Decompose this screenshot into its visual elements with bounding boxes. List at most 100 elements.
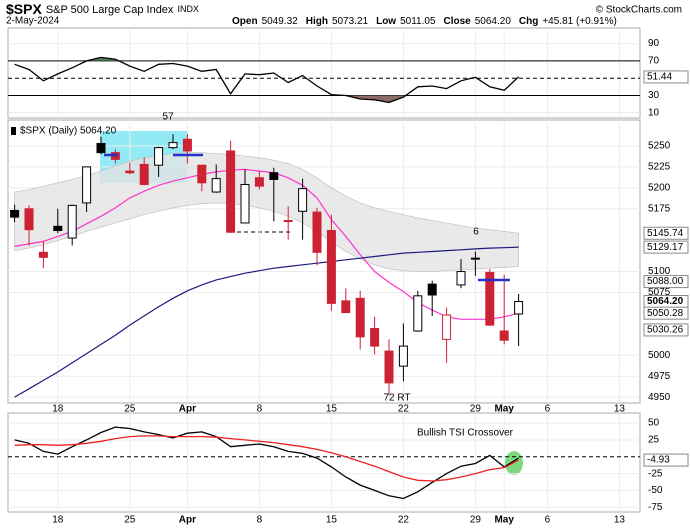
candle-body bbox=[298, 188, 308, 212]
quote-label: Open bbox=[232, 16, 258, 27]
quote: Open 5049.32 High 5073.21 Low 5011.05 Close 506… bbox=[232, 16, 617, 27]
candle-body bbox=[398, 345, 408, 367]
candle-body bbox=[341, 300, 351, 314]
candle-body bbox=[182, 138, 192, 152]
quote-value: 5011.05 bbox=[400, 16, 436, 27]
candle-body bbox=[456, 271, 466, 286]
y-tick-label: 5250 bbox=[648, 141, 671, 152]
panel-frame bbox=[7, 119, 641, 404]
date: 2-May-2024 bbox=[6, 16, 60, 27]
value-box bbox=[643, 70, 689, 84]
value-box-label: 5064.20 bbox=[647, 296, 684, 307]
x-tick-label: 25 bbox=[124, 515, 136, 526]
value-box-label: 5129.17 bbox=[647, 242, 684, 253]
candle-body bbox=[125, 170, 135, 174]
candle-body bbox=[442, 314, 452, 340]
y-tick-label: -75 bbox=[648, 502, 663, 513]
y-tick-label: 4950 bbox=[648, 392, 671, 403]
header-title: $SPX S&P 500 Large Cap Index INDX bbox=[6, 1, 199, 17]
candle-body bbox=[211, 178, 221, 193]
y-tick-label: 5000 bbox=[648, 350, 671, 361]
y-tick-label: 50 bbox=[648, 418, 660, 429]
series-line bbox=[14, 168, 519, 320]
candle-body bbox=[154, 147, 164, 166]
x-tick-label: 6 bbox=[545, 404, 551, 415]
candle-body bbox=[283, 219, 293, 222]
x-tick-label: 13 bbox=[614, 515, 626, 526]
y-tick-label: 90 bbox=[648, 38, 660, 49]
quote-label: High bbox=[306, 16, 328, 27]
y-tick-label: 5100 bbox=[648, 266, 671, 277]
x-tick-label: 18 bbox=[52, 404, 64, 415]
x-tick-label: 18 bbox=[52, 515, 64, 526]
x-tick-label: 8 bbox=[257, 515, 263, 526]
candle-body bbox=[24, 208, 34, 231]
y-tick-label: -50 bbox=[648, 485, 663, 496]
candle-body bbox=[312, 211, 322, 253]
candle-body bbox=[514, 301, 524, 315]
legend-icon bbox=[11, 127, 16, 135]
copyright: © StockCharts.com bbox=[596, 5, 682, 16]
quote-label: Low bbox=[376, 16, 396, 27]
annotation: 72 RT bbox=[383, 393, 410, 404]
candle-body bbox=[226, 150, 236, 233]
candle-body bbox=[38, 251, 48, 258]
x-tick-label: 25 bbox=[124, 404, 136, 415]
value-box bbox=[643, 453, 689, 467]
candle-body bbox=[355, 297, 365, 338]
x-tick-label: 6 bbox=[545, 515, 551, 526]
y-tick-label: 25 bbox=[648, 435, 660, 446]
series-line bbox=[14, 435, 519, 482]
x-tick-label: May bbox=[494, 515, 514, 526]
value-box bbox=[643, 226, 689, 240]
value-box bbox=[643, 323, 689, 337]
candle-body bbox=[67, 204, 77, 239]
value-box bbox=[643, 240, 689, 254]
x-tick-label: Apr bbox=[179, 404, 196, 415]
y-tick-label: 30 bbox=[648, 90, 660, 101]
candle-body bbox=[384, 350, 394, 384]
value-box bbox=[643, 275, 689, 289]
candle-body bbox=[10, 209, 20, 218]
y-tick-label: -25 bbox=[648, 468, 663, 479]
candle-body bbox=[470, 257, 480, 260]
candle-body bbox=[139, 163, 149, 185]
x-tick-label: Apr bbox=[179, 515, 196, 526]
value-box-label: 5145.74 bbox=[647, 228, 684, 239]
x-tick-label: 29 bbox=[470, 404, 482, 415]
candle-body bbox=[427, 283, 437, 296]
quote-label: Close bbox=[444, 16, 472, 27]
quote-label: Chg bbox=[519, 16, 538, 27]
x-tick-label: May bbox=[494, 404, 514, 415]
quote-value: 5073.21 bbox=[332, 16, 369, 27]
exchange: INDX bbox=[177, 4, 199, 14]
value-box-label: -4.93 bbox=[647, 455, 670, 466]
candle-body bbox=[240, 183, 250, 224]
candle-body bbox=[499, 330, 509, 341]
x-tick-label: 22 bbox=[398, 404, 410, 415]
y-tick-label: 5075 bbox=[648, 287, 671, 298]
y-tick-label: 4975 bbox=[648, 371, 671, 382]
panel-frame bbox=[7, 27, 641, 119]
x-tick-label: 15 bbox=[326, 515, 338, 526]
x-tick-label: 15 bbox=[326, 404, 338, 415]
candle-body bbox=[370, 327, 380, 347]
y-tick-label: 10 bbox=[648, 107, 660, 118]
value-box-label: 51.44 bbox=[647, 72, 672, 83]
candle-body bbox=[168, 142, 178, 149]
candle-body bbox=[269, 172, 279, 180]
quote-value: 5049.32 bbox=[262, 16, 299, 27]
y-tick-label: 5200 bbox=[648, 182, 671, 193]
candle-body bbox=[485, 271, 495, 326]
candle-body bbox=[413, 295, 423, 332]
x-tick-label: 8 bbox=[257, 404, 263, 415]
candle-body bbox=[96, 142, 106, 154]
candle-body bbox=[82, 166, 92, 204]
series-line bbox=[14, 246, 519, 398]
value-box-label: 5050.28 bbox=[647, 308, 684, 319]
candle-body bbox=[53, 225, 63, 232]
symbol: $SPX bbox=[6, 1, 42, 17]
candle-body bbox=[326, 230, 336, 304]
